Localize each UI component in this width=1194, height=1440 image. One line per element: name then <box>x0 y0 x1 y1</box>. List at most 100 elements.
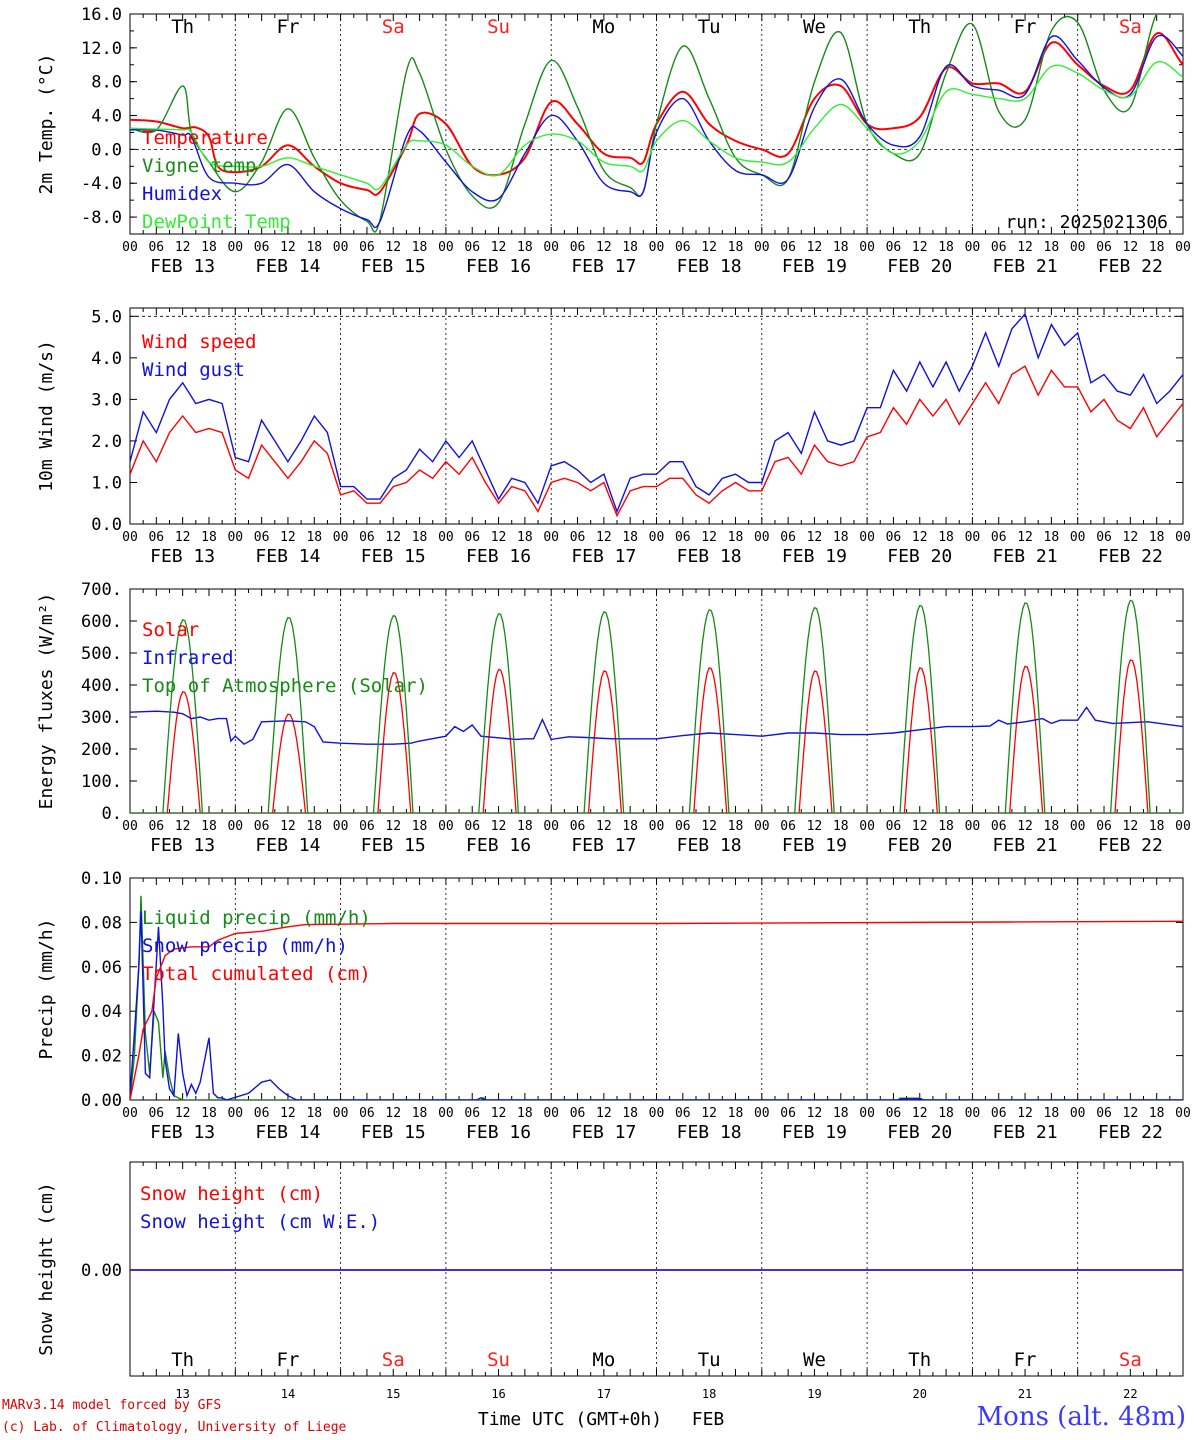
day-name-top: Fr <box>277 16 300 38</box>
x-axis-month: FEB <box>692 1409 725 1430</box>
hour-tick-label: 18 <box>1149 1106 1165 1121</box>
hour-tick-label: 18 <box>833 240 849 255</box>
hour-tick-label: 18 <box>1044 1106 1060 1121</box>
hour-tick-label: 12 <box>1123 819 1139 834</box>
hour-tick-label: 06 <box>675 1106 691 1121</box>
panel-2: 0.0 1.0 2.0 3.0 4.0 5.0 10m Wind (m/s) 00 06 12 18… <box>36 307 1191 567</box>
date-label: FEB 15 <box>361 256 426 277</box>
hour-tick-label: 06 <box>570 240 586 255</box>
y-tick-label: -4.0 <box>81 174 122 194</box>
y-tick-label: 2.0 <box>91 432 122 452</box>
date-label: FEB 22 <box>1098 1122 1163 1143</box>
series-peak <box>372 614 414 813</box>
hour-tick-label: 00 <box>649 240 665 255</box>
day-number-label: 20 <box>913 1387 927 1401</box>
hour-tick-label: 06 <box>254 530 270 545</box>
hour-tick-label: 12 <box>596 240 612 255</box>
legend-entry: Snow height (cm W.E.) <box>140 1211 380 1233</box>
series-peak <box>478 612 519 813</box>
legend-entry: Vigne temp <box>142 155 256 177</box>
y-tick-label: 0.00 <box>81 1091 122 1111</box>
day-name-top: Tu <box>698 16 721 38</box>
hour-tick-label: 06 <box>1096 819 1112 834</box>
panel-4: 0.00 0.02 0.04 0.06 0.08 0.10 Precip (mm/h) 00 0… <box>36 869 1191 1143</box>
hour-tick-label: 12 <box>701 819 717 834</box>
hour-tick-label: 00 <box>438 240 454 255</box>
hour-tick-label: 18 <box>622 819 638 834</box>
hour-tick-label: 06 <box>359 530 375 545</box>
credit-lab: (c) Lab. of Climatology, University of L… <box>2 1420 347 1435</box>
hour-tick-label: 12 <box>596 530 612 545</box>
day-number-label: 18 <box>702 1387 716 1401</box>
hour-tick-label: 00 <box>333 819 349 834</box>
day-name-bottom: Sa <box>1119 1349 1142 1371</box>
hour-tick-label: 12 <box>280 1106 296 1121</box>
series-peak <box>587 670 623 813</box>
date-label: FEB 17 <box>571 1122 636 1143</box>
y-tick-label: 0.0 <box>91 515 122 535</box>
date-label: FEB 19 <box>782 835 847 856</box>
day-name-bottom: Fr <box>277 1349 300 1371</box>
hour-tick-label: 12 <box>1017 1106 1033 1121</box>
hour-tick-label: 12 <box>807 819 823 834</box>
hour-tick-label: 18 <box>1149 530 1165 545</box>
hour-tick-label: 00 <box>1175 819 1191 834</box>
hour-tick-label: 18 <box>517 819 533 834</box>
series-peak <box>798 670 833 813</box>
hour-tick-label: 12 <box>1017 819 1033 834</box>
date-label: FEB 15 <box>361 1122 426 1143</box>
hour-tick-label: 18 <box>938 240 954 255</box>
hour-tick-label: 00 <box>438 530 454 545</box>
hour-tick-label: 12 <box>701 1106 717 1121</box>
date-label: FEB 18 <box>677 256 742 277</box>
day-number-label: 21 <box>1018 1387 1032 1401</box>
date-label: FEB 21 <box>993 546 1058 567</box>
y-axis-label: 2m Temp. (°C) <box>36 54 57 195</box>
series-group <box>130 312 1183 518</box>
hour-tick-label: 18 <box>412 819 428 834</box>
date-label: FEB 15 <box>361 546 426 567</box>
day-name-bottom: Th <box>171 1349 194 1371</box>
y-tick-label: 12.0 <box>81 39 122 59</box>
date-label: FEB 14 <box>255 835 320 856</box>
hour-tick-label: 06 <box>464 240 480 255</box>
hour-tick-label: 00 <box>859 819 875 834</box>
hour-tick-label: 12 <box>807 240 823 255</box>
date-label: FEB 20 <box>887 256 952 277</box>
hour-tick-label: 00 <box>543 240 559 255</box>
hour-tick-label: 00 <box>333 1106 349 1121</box>
hour-tick-label: 00 <box>649 530 665 545</box>
hour-tick-label: 12 <box>807 1106 823 1121</box>
hour-tick-label: 00 <box>1070 819 1086 834</box>
day-name-top: Th <box>908 16 931 38</box>
hour-tick-label: 00 <box>1175 240 1191 255</box>
hour-tick-label: 12 <box>175 240 191 255</box>
hour-tick-label: 00 <box>543 1106 559 1121</box>
hour-tick-label: 00 <box>965 530 981 545</box>
series-peak <box>688 609 730 813</box>
hour-tick-label: 12 <box>1123 240 1139 255</box>
hour-tick-label: 00 <box>122 530 138 545</box>
date-label: FEB 19 <box>782 546 847 567</box>
y-tick-label: 0.06 <box>81 958 122 978</box>
date-label: FEB 22 <box>1098 256 1163 277</box>
hour-tick-label: 06 <box>254 1106 270 1121</box>
hour-tick-label: 00 <box>122 240 138 255</box>
hour-tick-label: 06 <box>675 530 691 545</box>
hour-tick-label: 00 <box>754 1106 770 1121</box>
hour-tick-label: 18 <box>1044 530 1060 545</box>
hour-tick-label: 06 <box>991 240 1007 255</box>
hour-tick-label: 00 <box>122 1106 138 1121</box>
hour-tick-label: 06 <box>780 819 796 834</box>
day-name-bottom: Sa <box>382 1349 405 1371</box>
y-tick-label: 0.10 <box>81 869 122 889</box>
hour-tick-label: 12 <box>596 819 612 834</box>
legend-entry: Temperature <box>142 127 268 149</box>
date-label: FEB 16 <box>466 835 531 856</box>
hour-tick-label: 06 <box>991 530 1007 545</box>
day-name-bottom: We <box>803 1349 826 1371</box>
day-name-top: We <box>803 16 826 38</box>
day-number-label: 19 <box>807 1387 821 1401</box>
legend-entry: Total cumulated (cm) <box>142 963 371 985</box>
hour-tick-label: 06 <box>464 1106 480 1121</box>
